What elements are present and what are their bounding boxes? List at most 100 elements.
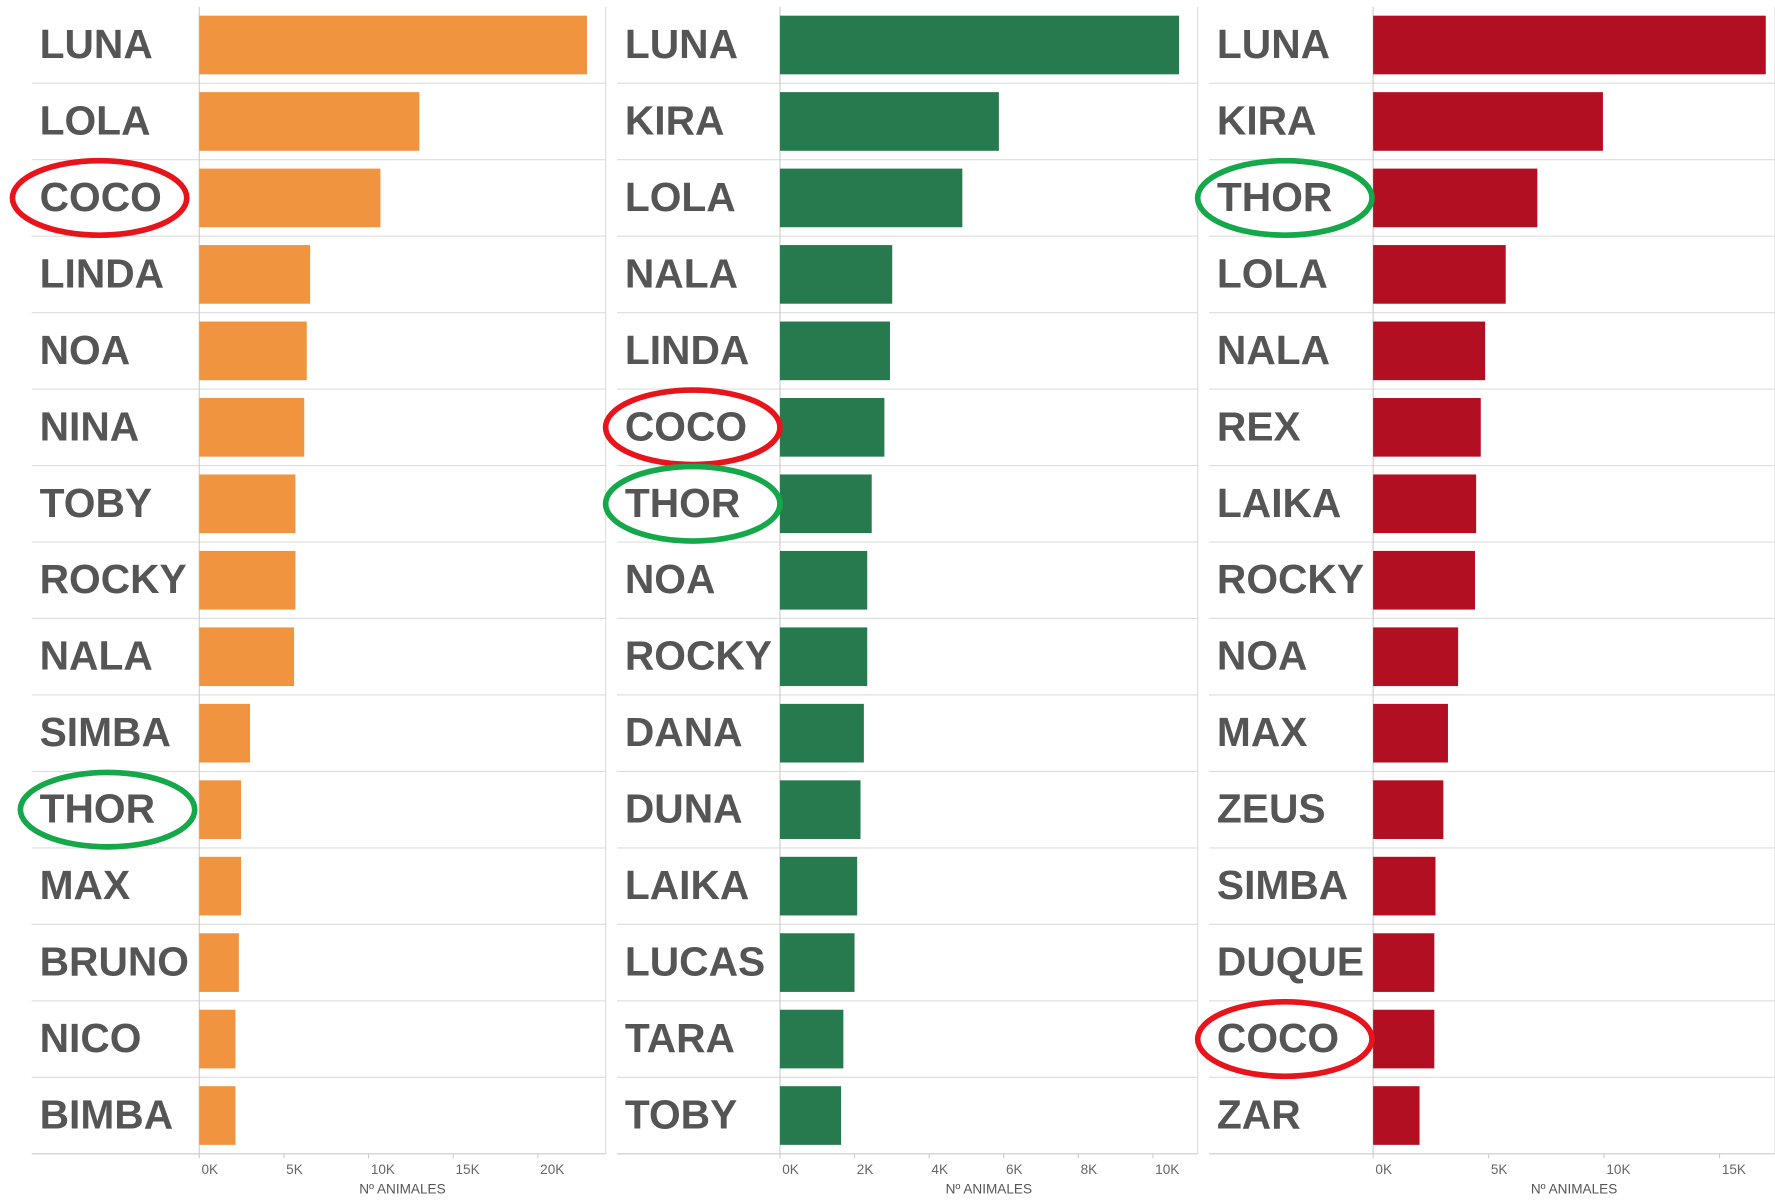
category-label: LINDA xyxy=(40,250,164,296)
category-label: ROCKY xyxy=(625,633,772,679)
category-label: THOR xyxy=(40,786,155,832)
x-axis-title: Nº ANIMALES xyxy=(359,1181,445,1196)
category-label: LUNA xyxy=(40,21,153,67)
bar xyxy=(199,245,311,304)
x-tick-label: 0K xyxy=(1375,1162,1392,1177)
category-label: MAX xyxy=(40,862,131,908)
bar xyxy=(199,933,239,992)
bar xyxy=(1373,168,1538,228)
category-label: NOA xyxy=(40,327,131,373)
x-tick-label: 15K xyxy=(1722,1162,1746,1177)
category-label: LINDA xyxy=(625,327,749,373)
bar xyxy=(779,245,893,304)
category-label: LUNA xyxy=(1217,21,1330,67)
bar xyxy=(199,550,296,610)
bar xyxy=(199,321,307,381)
bar xyxy=(779,780,861,839)
bar xyxy=(1373,856,1436,916)
highlight-ellipse xyxy=(1194,157,1375,238)
bar xyxy=(199,398,305,457)
category-label: LUNA xyxy=(625,21,738,67)
bar xyxy=(199,15,588,75)
category-label: TOBY xyxy=(625,1092,737,1138)
category-label: KIRA xyxy=(1217,98,1317,144)
category-label: NINA xyxy=(40,403,140,449)
bar xyxy=(1373,321,1486,381)
category-label: ZAR xyxy=(1217,1092,1301,1138)
category-label: LAIKA xyxy=(625,862,749,908)
x-tick-label: 8K xyxy=(1081,1162,1098,1177)
bar xyxy=(1373,398,1481,457)
bar xyxy=(199,627,295,687)
x-tick-label: 2K xyxy=(857,1162,874,1177)
x-tick-label: 5K xyxy=(1491,1162,1508,1177)
x-tick-label: 20K xyxy=(540,1162,564,1177)
category-label: LOLA xyxy=(40,98,151,144)
category-label: NICO xyxy=(40,1015,142,1061)
category-label: LOLA xyxy=(1217,250,1328,296)
category-label: ROCKY xyxy=(40,556,187,602)
x-axis-title: Nº ANIMALES xyxy=(1531,1181,1617,1196)
bar xyxy=(199,856,242,916)
category-label: NALA xyxy=(625,250,738,296)
bar xyxy=(1373,245,1506,304)
bar xyxy=(1373,550,1475,610)
highlight-ellipse xyxy=(602,463,783,544)
category-label: BIMBA xyxy=(40,1092,173,1138)
category-label: NOA xyxy=(1217,633,1308,679)
bar xyxy=(779,627,868,687)
category-label: LUCAS xyxy=(625,939,765,985)
category-label: DUNA xyxy=(625,786,743,832)
category-label: REX xyxy=(1217,403,1301,449)
category-label: ZEUS xyxy=(1217,786,1326,832)
bar xyxy=(779,703,864,763)
category-label: BRUNO xyxy=(40,939,189,985)
category-label: SIMBA xyxy=(40,709,171,755)
x-tick-label: 10K xyxy=(1155,1162,1179,1177)
highlight-ellipse xyxy=(1194,999,1375,1080)
bar xyxy=(1373,1086,1420,1145)
x-tick-label: 0K xyxy=(782,1162,799,1177)
category-label: COCO xyxy=(625,403,747,449)
x-tick-label: 0K xyxy=(201,1162,218,1177)
x-tick-label: 15K xyxy=(455,1162,479,1177)
category-label: COCO xyxy=(40,174,162,220)
highlight-ellipse xyxy=(17,769,198,850)
category-label: NOA xyxy=(625,556,716,602)
category-label: DUQUE xyxy=(1217,939,1364,985)
bar xyxy=(1373,780,1444,839)
highlight-ellipse xyxy=(9,157,190,238)
bar xyxy=(779,474,872,534)
x-tick-label: 6K xyxy=(1006,1162,1023,1177)
bar xyxy=(199,780,242,839)
bar xyxy=(1373,92,1603,151)
bar xyxy=(199,703,251,763)
bar xyxy=(779,398,885,457)
bar xyxy=(779,933,855,992)
bar xyxy=(779,1009,844,1069)
x-tick-label: 4K xyxy=(931,1162,948,1177)
category-label: TOBY xyxy=(40,480,152,526)
bar xyxy=(779,168,963,228)
x-tick-label: 10K xyxy=(371,1162,395,1177)
bar xyxy=(779,92,999,151)
bar xyxy=(1373,627,1459,687)
bar xyxy=(199,168,381,228)
category-label: ROCKY xyxy=(1217,556,1364,602)
bar xyxy=(1373,703,1448,763)
bar xyxy=(1373,15,1766,75)
category-label: TARA xyxy=(625,1015,735,1061)
bar xyxy=(199,92,420,151)
bar xyxy=(779,1086,842,1145)
category-label: KIRA xyxy=(625,98,725,144)
bar xyxy=(199,1086,236,1145)
bar xyxy=(1373,1009,1435,1069)
bar xyxy=(1373,933,1435,992)
bar xyxy=(779,550,868,610)
x-axis-title: Nº ANIMALES xyxy=(946,1181,1032,1196)
category-label: LOLA xyxy=(625,174,736,220)
category-label: NALA xyxy=(40,633,153,679)
bar xyxy=(779,856,858,916)
category-label: COCO xyxy=(1217,1015,1339,1061)
